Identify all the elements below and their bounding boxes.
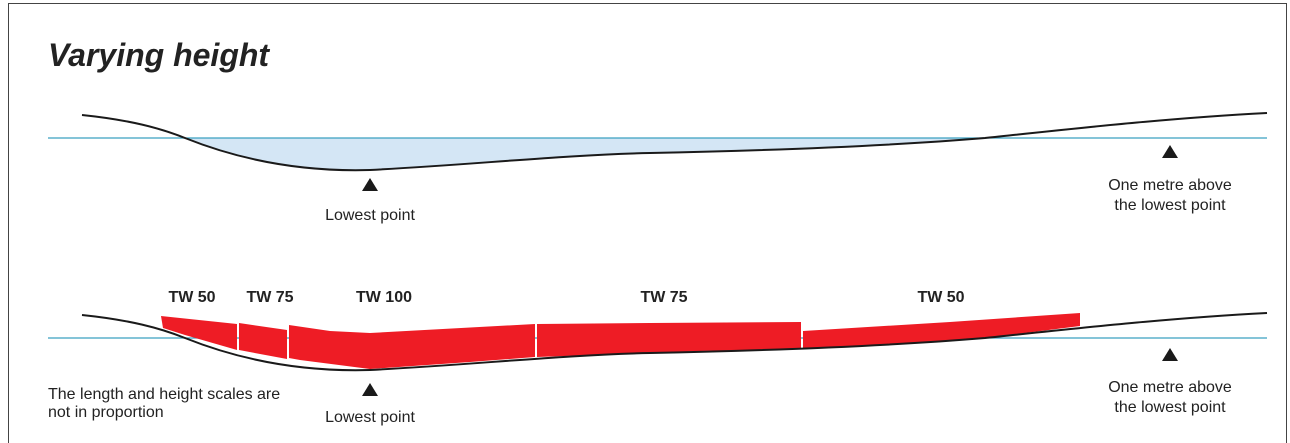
top-water-fill — [185, 138, 985, 171]
bottom-terrain-line — [81, 312, 1268, 372]
top-terrain-line — [81, 112, 1268, 172]
top-lowest-point-label: Lowest point — [325, 207, 415, 224]
diagram-frame — [8, 3, 1287, 443]
bottom-above-point-marker — [1162, 348, 1178, 361]
wall-segment-tw75-left — [239, 323, 287, 359]
bottom-lowest-point-label: Lowest point — [325, 409, 415, 426]
diagram-title: Varying height — [48, 37, 270, 73]
bottom-above-point-label: One metre above the lowest point — [1108, 379, 1232, 416]
segment-label-tw50-left: TW 50 — [168, 289, 216, 306]
segment-label-tw75-left: TW 75 — [246, 289, 294, 306]
top-above-point-marker — [1162, 145, 1178, 158]
top-above-point-label: One metre above the lowest point — [1108, 177, 1232, 214]
wall-segment-tw100 — [289, 324, 535, 369]
wall-segment-tw50-right — [803, 313, 1080, 349]
wall-segment-tw75-right — [537, 322, 801, 357]
scale-note: The length and height scales are not in … — [48, 386, 281, 421]
segment-label-tw50-right: TW 50 — [917, 289, 965, 306]
top-lowest-point-marker — [362, 178, 378, 191]
bottom-lowest-point-marker — [362, 383, 378, 396]
wall-segment-tw50-left — [161, 316, 237, 350]
segment-label-tw100: TW 100 — [355, 289, 412, 306]
segment-label-tw75-right: TW 75 — [640, 289, 688, 306]
